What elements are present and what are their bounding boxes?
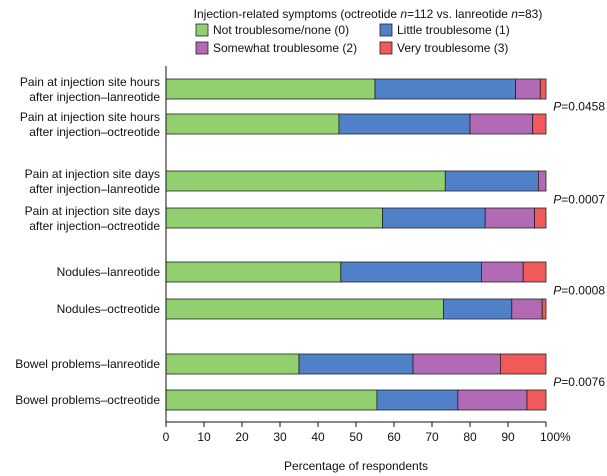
category-labels: Pain at injection site hours after inject… bbox=[15, 75, 160, 407]
p-value: P=0.0008 bbox=[553, 284, 605, 298]
category-label: Bowel problems–lanreotide bbox=[15, 357, 160, 371]
x-tick-label: 30 bbox=[273, 430, 287, 444]
bar-segment bbox=[522, 261, 547, 283]
p-value: P=0.0007 bbox=[553, 193, 605, 207]
x-tick-label: 60 bbox=[387, 430, 401, 444]
legend-label: Somewhat troublesome (2) bbox=[213, 41, 357, 55]
bar-segment bbox=[165, 389, 378, 411]
legend-swatch bbox=[379, 41, 393, 55]
legend-swatch bbox=[195, 23, 209, 37]
x-tick-label: 90 bbox=[501, 430, 515, 444]
bar-segment bbox=[165, 207, 384, 229]
bar-segment bbox=[538, 170, 547, 192]
title-part: =83) bbox=[518, 7, 542, 21]
legend-label: Little troublesome (1) bbox=[397, 23, 510, 37]
x-tick-label: 100% bbox=[540, 430, 571, 444]
bars bbox=[165, 78, 547, 411]
bar-segment bbox=[165, 78, 376, 100]
category-label: Bowel problems–octreotide bbox=[15, 393, 160, 407]
bar-segment bbox=[499, 353, 547, 375]
bar-segment bbox=[298, 353, 414, 375]
bar-segment bbox=[457, 389, 528, 411]
x-tick-label: 50 bbox=[349, 430, 363, 444]
x-tick-label: 0 bbox=[163, 430, 170, 444]
x-axis-label: Percentage of respondents bbox=[284, 459, 428, 473]
bar-segment bbox=[526, 389, 547, 411]
legend: Not troublesome/none (0) Little troubleso… bbox=[195, 23, 510, 55]
title-part: =112 vs. lanreotide bbox=[407, 7, 511, 21]
chart-title: Injection-related symptoms (octreotide n… bbox=[194, 7, 543, 21]
bar-segment bbox=[515, 78, 541, 100]
legend-label: Very troublesome (3) bbox=[397, 41, 508, 55]
bar-segment bbox=[484, 207, 536, 229]
bar-segment bbox=[480, 261, 524, 283]
x-tick-label: 20 bbox=[235, 430, 249, 444]
bar-segment bbox=[165, 353, 300, 375]
bar-segment bbox=[532, 113, 547, 135]
bar-segment bbox=[534, 207, 547, 229]
category-label: Nodules–octreotide bbox=[57, 302, 161, 316]
bar-segment bbox=[338, 113, 471, 135]
bar-segment bbox=[444, 170, 539, 192]
bar-segment bbox=[541, 298, 547, 320]
bar-segment bbox=[165, 261, 342, 283]
x-tick-label: 70 bbox=[425, 430, 439, 444]
category-label: Pain at injection site hours after inject… bbox=[20, 110, 160, 139]
bar-segment bbox=[412, 353, 501, 375]
bar-segment bbox=[374, 78, 517, 100]
bar-segment bbox=[376, 389, 459, 411]
bar-segment bbox=[442, 298, 513, 320]
title-part: n bbox=[400, 7, 407, 21]
x-axis: 0 10 20 30 40 50 60 70 80 90 100% bbox=[163, 66, 571, 444]
p-values: P=0.0458 P=0.0007 P=0.0008 P=0.0076 bbox=[553, 100, 605, 390]
category-label: Nodules–lanreotide bbox=[57, 265, 161, 279]
p-value: P=0.0076 bbox=[553, 375, 605, 389]
bar-segment bbox=[165, 170, 446, 192]
legend-swatch bbox=[195, 41, 209, 55]
title-part: Injection-related symptoms (octreotide bbox=[194, 7, 401, 21]
bar-segment bbox=[382, 207, 486, 229]
category-label: Pain at injection site days after injecti… bbox=[25, 167, 161, 196]
x-tick-label: 40 bbox=[311, 430, 325, 444]
p-value: P=0.0458 bbox=[553, 100, 605, 114]
bar-segment bbox=[511, 298, 543, 320]
bar-segment bbox=[539, 78, 547, 100]
bar-segment bbox=[469, 113, 534, 135]
x-tick-label: 80 bbox=[463, 430, 477, 444]
category-label: Pain at injection site hours after inject… bbox=[20, 75, 160, 104]
category-label: Pain at injection site days after injecti… bbox=[25, 204, 161, 233]
legend-label: Not troublesome/none (0) bbox=[213, 23, 349, 37]
bar-segment bbox=[340, 261, 482, 283]
legend-swatch bbox=[379, 23, 393, 37]
title-part: n bbox=[511, 7, 518, 21]
bar-segment bbox=[165, 113, 340, 135]
bar-segment bbox=[165, 298, 444, 320]
x-tick-label: 10 bbox=[197, 430, 211, 444]
